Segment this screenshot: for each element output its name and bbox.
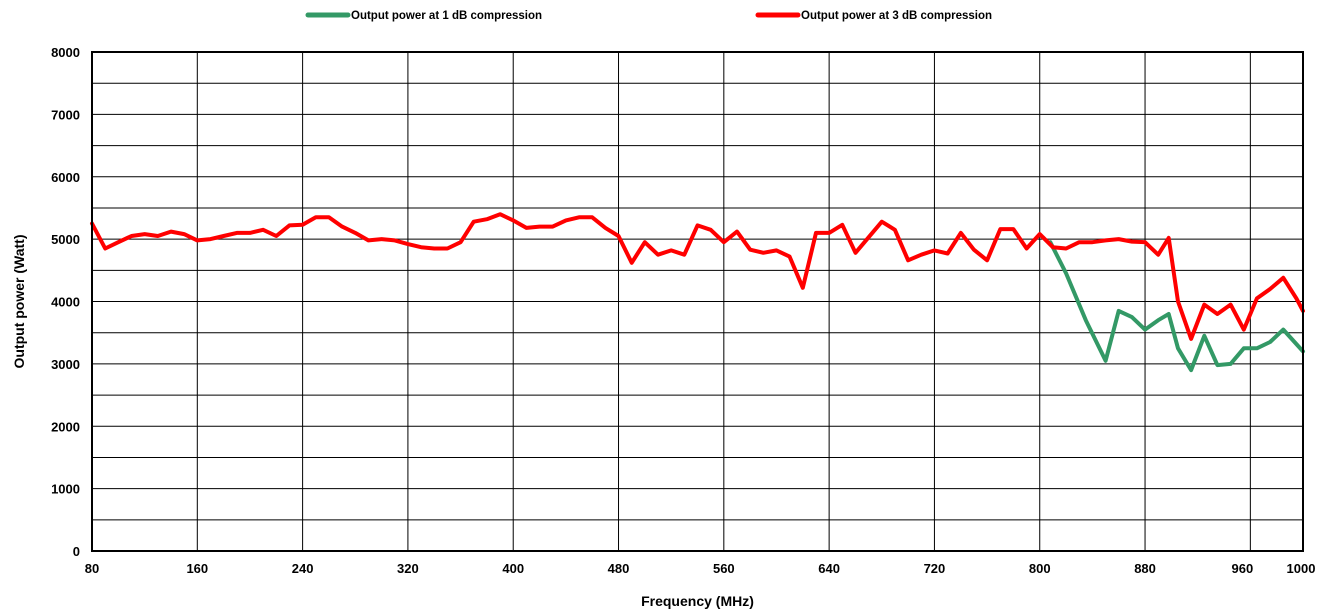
plot-frame — [91, 51, 1304, 552]
legend: Output power at 1 dB compression Output p… — [305, 10, 992, 22]
legend-label: Output power at 1 dB compression — [351, 10, 542, 22]
y-tick-label: 6000 — [51, 170, 80, 185]
y-axis-ticks: 0 1000 2000 3000 4000 5000 6000 7000 8000 — [51, 45, 80, 559]
y-tick-label: 1000 — [51, 482, 80, 497]
gridlines — [92, 52, 1303, 551]
x-tick-label: 880 — [1134, 561, 1156, 576]
series-line-1db — [1048, 240, 1305, 373]
y-tick-label: 0 — [73, 544, 80, 559]
series-line-3db — [90, 212, 1305, 341]
x-tick-label: 800 — [1029, 561, 1051, 576]
y-axis-title: Output power (Watt) — [11, 234, 27, 368]
x-tick-label: 320 — [397, 561, 419, 576]
x-tick-label: 720 — [924, 561, 946, 576]
x-tick-label: 960 — [1231, 561, 1253, 576]
y-tick-label: 7000 — [51, 107, 80, 122]
x-axis-title: Frequency (MHz) — [641, 593, 754, 609]
y-tick-label: 3000 — [51, 357, 80, 372]
x-tick-label: 480 — [608, 561, 630, 576]
x-tick-label: 1000 — [1287, 561, 1316, 576]
y-tick-label: 2000 — [51, 419, 80, 434]
x-tick-label: 560 — [713, 561, 735, 576]
x-tick-label: 80 — [85, 561, 99, 576]
series-layer — [90, 212, 1305, 373]
x-tick-label: 640 — [818, 561, 840, 576]
y-tick-label: 5000 — [51, 232, 80, 247]
y-tick-label: 4000 — [51, 295, 80, 310]
y-tick-label: 8000 — [51, 45, 80, 60]
x-tick-label: 240 — [292, 561, 314, 576]
x-tick-label: 160 — [186, 561, 208, 576]
legend-label: Output power at 3 dB compression — [801, 10, 992, 22]
x-axis-ticks: 80 160 240 320 400 480 560 640 720 800 880 960 1000 — [85, 561, 1316, 576]
plot-border — [91, 51, 1304, 552]
x-tick-label: 400 — [502, 561, 524, 576]
